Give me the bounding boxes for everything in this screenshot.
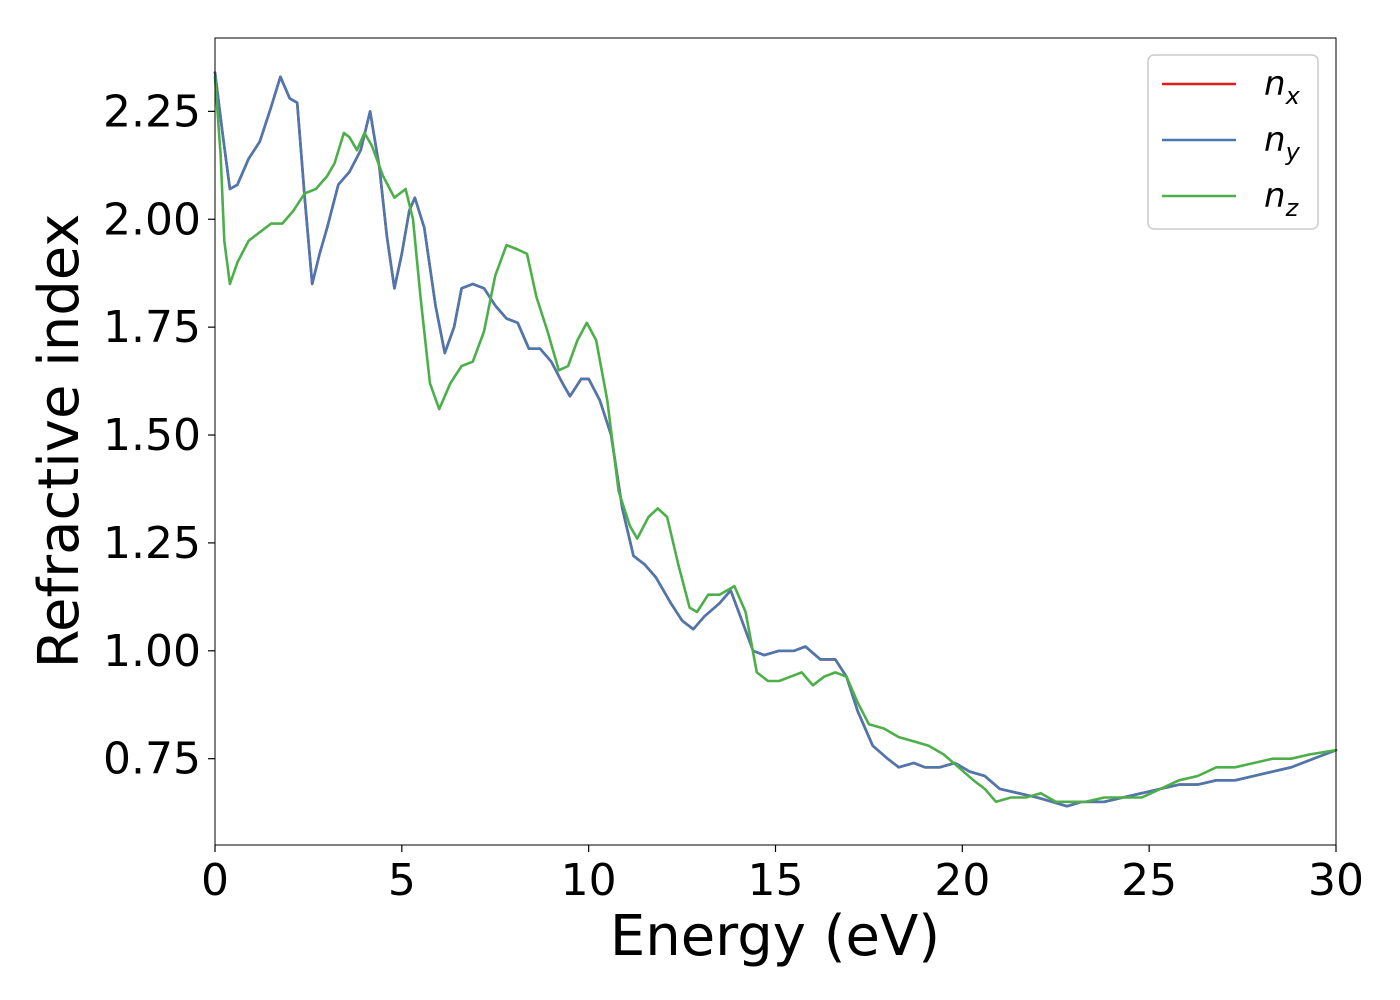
y-tick-label: 2.00 (103, 194, 201, 245)
y-axis: 0.75 1.00 1.25 1.50 1.75 2.00 2.25 (103, 86, 215, 785)
legend-label-subscript: y (1285, 138, 1301, 166)
legend-label-subscript: z (1285, 194, 1300, 222)
legend-label-y: ny (1264, 120, 1301, 166)
x-tick-label: 10 (561, 855, 617, 906)
x-tick-label: 0 (201, 855, 229, 906)
y-axis-title: Refractive index (27, 214, 92, 669)
y-tick-label: 1.25 (103, 518, 201, 569)
x-tick-label: 5 (388, 855, 416, 906)
y-tick-label: 0.75 (103, 734, 201, 785)
x-axis-title: Energy (eV) (610, 904, 940, 969)
y-tick-label: 1.50 (103, 410, 201, 461)
y-tick-label: 1.00 (103, 626, 201, 677)
series-line-y (213, 71, 1338, 808)
x-axis: 0 5 10 15 20 25 30 (201, 845, 1364, 906)
series-layer (213, 71, 1338, 808)
x-tick-label: 30 (1308, 855, 1364, 906)
legend-label-subscript: x (1285, 82, 1301, 110)
x-tick-label: 15 (748, 855, 804, 906)
x-tick-label: 25 (1121, 855, 1177, 906)
series-line-z (213, 75, 1338, 804)
y-tick-label: 1.75 (103, 302, 201, 353)
legend-label-base: n (1264, 176, 1286, 216)
legend-box (1147, 54, 1319, 230)
legend-label-base: n (1264, 120, 1286, 160)
legend-label-base: n (1264, 64, 1286, 104)
legend-label-z: nz (1264, 176, 1300, 222)
x-tick-label: 20 (934, 855, 990, 906)
y-tick-label: 2.25 (103, 86, 201, 137)
legend-label-x: nx (1264, 64, 1301, 110)
